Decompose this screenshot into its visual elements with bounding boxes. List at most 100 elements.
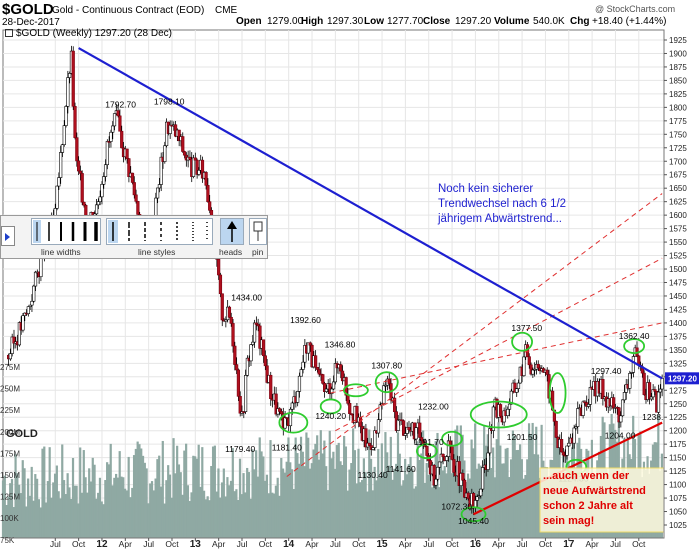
x-tick-label: Jul xyxy=(517,539,528,549)
peak-label: 1297.40 xyxy=(591,366,622,376)
candle-body xyxy=(396,419,400,431)
volume-bar xyxy=(398,453,401,538)
line-styles-group[interactable] xyxy=(106,218,213,245)
volume-bar xyxy=(145,468,148,538)
trough-label: 1130.40 xyxy=(358,470,388,480)
y-tick-label: 1250 xyxy=(669,400,687,409)
candle-body xyxy=(206,185,210,202)
volume-bar xyxy=(143,462,146,538)
volume-bar xyxy=(258,437,261,538)
candle-body xyxy=(102,176,106,185)
volume-bar xyxy=(158,455,161,538)
volume-bar xyxy=(373,466,376,538)
volume-bar xyxy=(233,491,236,538)
candle-body xyxy=(236,369,241,397)
volume-bar xyxy=(432,480,435,538)
volume-bar xyxy=(62,480,66,538)
candle-body xyxy=(527,356,531,366)
y-tick-label: 1525 xyxy=(669,252,687,261)
candle-body xyxy=(217,258,221,276)
candle-body xyxy=(120,130,124,149)
volume-bar xyxy=(122,477,125,538)
volume-tick-label: 150M xyxy=(0,471,20,480)
candle-body xyxy=(224,319,228,322)
candle-body xyxy=(477,495,481,498)
volume-bar xyxy=(77,503,80,538)
volume-bar xyxy=(486,434,489,538)
volume-bar xyxy=(307,437,310,538)
volume-bar xyxy=(346,490,349,538)
volume-bar xyxy=(140,448,143,538)
volume-bar xyxy=(296,453,299,538)
candle-body xyxy=(384,384,388,387)
volume-bar xyxy=(319,430,322,538)
candle-body xyxy=(630,372,634,374)
peak-label: 1434.00 xyxy=(231,293,262,303)
volume-bar xyxy=(511,430,514,538)
volume-bar xyxy=(364,472,367,538)
candle-body xyxy=(78,170,83,174)
volume-bar xyxy=(10,478,14,538)
candle-body xyxy=(71,50,75,107)
trough-label: 1045.40 xyxy=(458,516,489,526)
candle-body xyxy=(136,201,140,215)
volume-bar xyxy=(1,480,5,538)
volume-bar xyxy=(271,492,274,538)
volume-bar xyxy=(335,445,339,538)
volume-bar xyxy=(12,507,15,538)
trough-label: 1141.60 xyxy=(386,464,416,474)
volume-bar xyxy=(199,486,202,538)
volume-bar xyxy=(465,481,468,538)
volume-bar xyxy=(211,446,215,538)
y-tick-label: 1725 xyxy=(669,144,687,153)
arrow-heads-button[interactable] xyxy=(220,218,244,245)
pin-button[interactable] xyxy=(249,218,267,245)
volume-bar xyxy=(129,497,132,538)
x-tick-label: Jul xyxy=(423,539,434,549)
candle-body xyxy=(238,396,242,414)
candle-body xyxy=(30,300,34,306)
candle-body xyxy=(576,408,580,427)
color-selector[interactable] xyxy=(1,226,15,246)
candle-body xyxy=(463,479,467,498)
volume-bar xyxy=(204,499,207,538)
trough-label: 1240.20 xyxy=(315,411,346,421)
volume-bar xyxy=(95,498,98,538)
volume-bar xyxy=(25,506,28,538)
volume-bar xyxy=(493,477,497,538)
volume-bar xyxy=(359,482,362,538)
x-tick-label: Apr xyxy=(585,539,598,549)
volume-bar xyxy=(343,435,346,538)
note-blue: jährigem Abwärtstrend... xyxy=(437,213,562,225)
volume-bar xyxy=(30,466,33,538)
volume-bar xyxy=(161,440,164,538)
volume-bar xyxy=(53,473,57,538)
volume-bar xyxy=(389,436,392,538)
volume-bar xyxy=(179,472,182,538)
volume-bar xyxy=(274,485,278,538)
candle-body xyxy=(479,488,483,497)
highlight-circle xyxy=(374,371,399,394)
volume-bar xyxy=(88,468,91,538)
line-widths-group[interactable] xyxy=(31,218,101,245)
volume-bar xyxy=(269,440,272,538)
candle-body xyxy=(315,367,320,370)
candle-body xyxy=(531,369,535,375)
x-tick-label: 17 xyxy=(563,539,575,549)
volume-bar xyxy=(488,439,491,538)
volume-label: Volume xyxy=(494,16,530,27)
volume-bar xyxy=(450,473,453,538)
volume-bar xyxy=(244,492,247,538)
y-tick-label: 1550 xyxy=(669,238,687,247)
highlight-circle xyxy=(548,372,567,414)
volume-bar xyxy=(165,480,168,538)
candle-body xyxy=(376,419,381,434)
volume-bar xyxy=(194,456,197,538)
volume-bar xyxy=(82,450,85,538)
x-tick-label: Oct xyxy=(259,539,273,549)
volume-bar xyxy=(116,477,120,538)
candle-body xyxy=(373,430,377,448)
volume-bar xyxy=(190,492,193,538)
volume-bar xyxy=(206,496,209,538)
candle-body xyxy=(231,323,235,347)
